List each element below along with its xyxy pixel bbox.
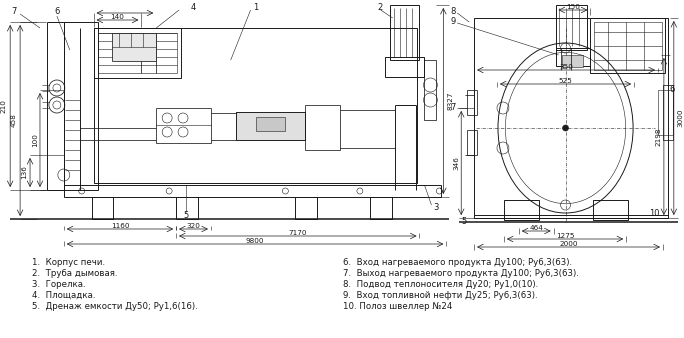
Text: 10: 10 <box>649 209 660 217</box>
Text: 7.  Выход нагреваемого продукта Ду100; Ру6,3(63).: 7. Выход нагреваемого продукта Ду100; Ру… <box>343 269 579 278</box>
Bar <box>156 108 211 143</box>
Text: 525: 525 <box>559 78 573 84</box>
Text: 210: 210 <box>0 99 6 113</box>
Bar <box>474 18 668 218</box>
Text: 4.  Площадка.: 4. Площадка. <box>32 291 96 300</box>
Text: 7: 7 <box>450 103 456 113</box>
Bar <box>256 117 285 131</box>
Text: 320: 320 <box>187 223 200 229</box>
Bar <box>64 185 441 197</box>
Bar <box>94 28 181 78</box>
Text: 7: 7 <box>12 7 17 17</box>
Text: 6: 6 <box>54 7 60 17</box>
Text: 1.  Корпус печи.: 1. Корпус печи. <box>32 258 105 267</box>
Bar <box>92 197 114 219</box>
Circle shape <box>562 125 568 131</box>
Text: 9: 9 <box>450 18 456 26</box>
Bar <box>663 85 673 140</box>
Text: 150: 150 <box>566 4 580 10</box>
Bar <box>562 55 583 67</box>
Bar <box>593 200 628 220</box>
Bar <box>467 130 477 155</box>
Text: 2198: 2198 <box>656 127 662 146</box>
Text: 3000: 3000 <box>678 109 684 127</box>
Text: 4: 4 <box>190 3 196 13</box>
Bar <box>467 90 477 115</box>
Bar <box>390 5 419 60</box>
Bar <box>94 28 417 183</box>
Bar <box>305 105 340 150</box>
Text: 464: 464 <box>529 225 543 231</box>
Text: 6: 6 <box>670 86 675 95</box>
Text: 140: 140 <box>111 14 124 20</box>
Bar <box>370 197 392 219</box>
Bar <box>555 48 590 66</box>
Text: 5: 5 <box>183 211 189 219</box>
Text: 100: 100 <box>32 133 38 147</box>
Bar <box>176 197 198 219</box>
Bar <box>594 22 662 70</box>
Text: 2: 2 <box>377 2 382 11</box>
Text: 8.  Подвод теплоносителя Ду20; Ру1,0(10).: 8. Подвод теплоносителя Ду20; Ру1,0(10). <box>343 280 538 289</box>
Text: 346: 346 <box>453 156 459 170</box>
Text: 5: 5 <box>461 217 466 226</box>
Bar <box>504 200 539 220</box>
Bar <box>555 5 588 50</box>
Bar <box>236 112 305 140</box>
Text: 2000: 2000 <box>560 241 578 247</box>
Bar <box>236 112 305 140</box>
Bar <box>64 22 98 190</box>
Text: 350: 350 <box>559 64 573 70</box>
Bar <box>590 18 665 73</box>
Text: 3: 3 <box>434 203 438 213</box>
Text: 8: 8 <box>450 7 456 17</box>
Text: 5.  Дренаж емкости Ду50; Ру1,6(16).: 5. Дренаж емкости Ду50; Ру1,6(16). <box>32 302 198 311</box>
Text: 1: 1 <box>253 3 258 13</box>
Text: 9800: 9800 <box>246 238 264 244</box>
Text: 1160: 1160 <box>111 223 129 229</box>
Bar <box>98 33 177 73</box>
Text: 1275: 1275 <box>556 233 575 239</box>
Text: 8327: 8327 <box>447 92 453 110</box>
Text: 3.  Горелка.: 3. Горелка. <box>32 280 86 289</box>
Bar <box>111 33 156 61</box>
Bar <box>384 57 425 77</box>
Text: 6.  Вход нагреваемого продукта Ду100; Ру6,3(63).: 6. Вход нагреваемого продукта Ду100; Ру6… <box>343 258 572 267</box>
Text: 10. Полоз швеллер №24: 10. Полоз швеллер №24 <box>343 302 452 311</box>
Text: 2.  Труба дымовая.: 2. Труба дымовая. <box>32 269 118 278</box>
Text: 458: 458 <box>10 114 16 127</box>
Text: 7170: 7170 <box>289 230 307 236</box>
Bar <box>295 197 317 219</box>
Text: 9.  Вход топливной нефти Ду25; Ру6,3(63).: 9. Вход топливной нефти Ду25; Ру6,3(63). <box>343 291 538 300</box>
Bar <box>425 60 436 120</box>
Bar <box>658 90 673 135</box>
Text: 136: 136 <box>21 166 27 179</box>
